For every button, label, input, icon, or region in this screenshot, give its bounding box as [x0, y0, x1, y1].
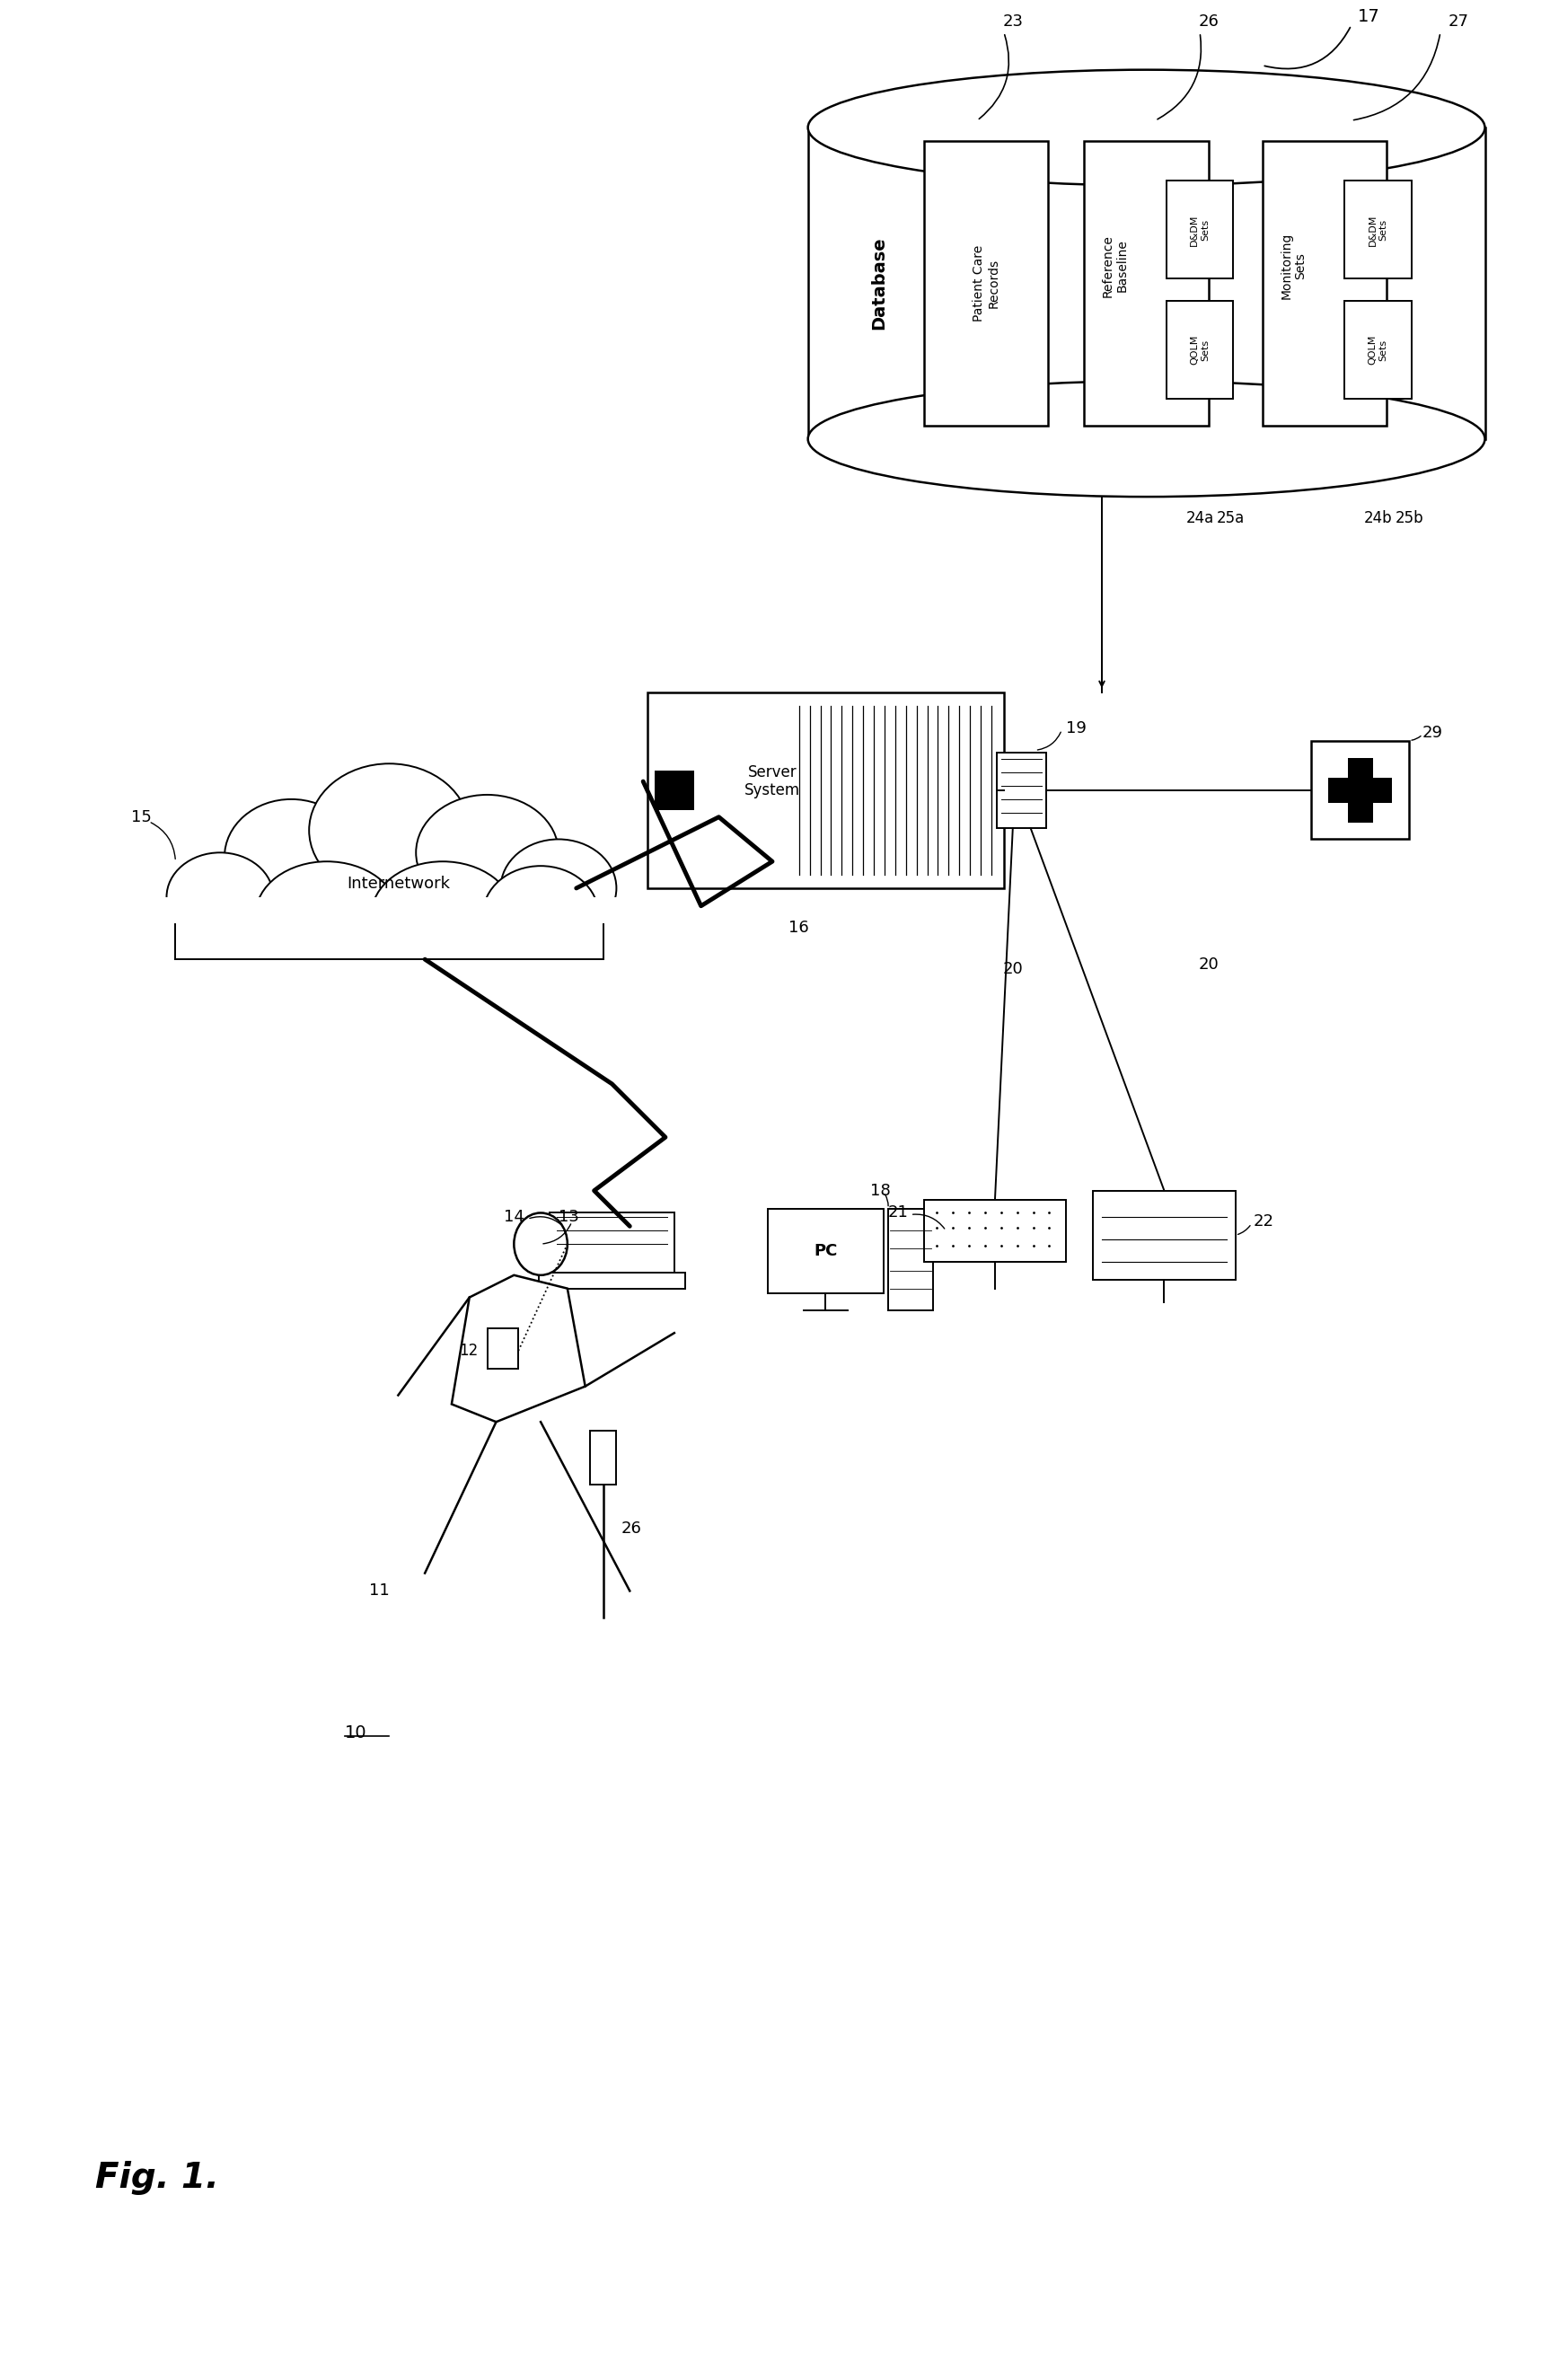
Text: D&DM
Sets: D&DM Sets — [1190, 214, 1210, 245]
Bar — [767, 1209, 883, 1292]
Ellipse shape — [807, 69, 1486, 186]
Bar — [1093, 1190, 1236, 1280]
Text: 20: 20 — [1003, 962, 1023, 978]
Ellipse shape — [807, 381, 1486, 497]
Text: 25b: 25b — [1395, 509, 1424, 526]
Text: 15: 15 — [131, 809, 151, 826]
Text: 21: 21 — [888, 1204, 909, 1221]
Ellipse shape — [371, 862, 515, 969]
Bar — [157, 897, 647, 995]
Text: 11: 11 — [368, 1583, 390, 1599]
Bar — [1262, 140, 1387, 426]
Bar — [1345, 300, 1412, 400]
Text: 25a: 25a — [1217, 509, 1245, 526]
Text: 24a: 24a — [1187, 509, 1214, 526]
Text: Database: Database — [871, 236, 888, 331]
Ellipse shape — [310, 764, 470, 897]
Text: 26: 26 — [1199, 14, 1219, 29]
Text: 14: 14 — [504, 1209, 524, 1226]
Text: 16: 16 — [789, 919, 809, 935]
Ellipse shape — [256, 862, 398, 969]
Ellipse shape — [225, 800, 358, 914]
Text: QOLM
Sets: QOLM Sets — [1368, 336, 1388, 364]
Text: 29: 29 — [1422, 724, 1444, 740]
Text: 27: 27 — [1449, 14, 1469, 29]
Text: Fig. 1.: Fig. 1. — [96, 2161, 219, 2194]
Bar — [923, 140, 1048, 426]
Text: Monitoring
Sets: Monitoring Sets — [1281, 233, 1307, 300]
Ellipse shape — [482, 866, 598, 964]
Text: 23: 23 — [1003, 14, 1023, 29]
Text: Server
System: Server System — [744, 764, 800, 800]
Ellipse shape — [515, 1214, 567, 1276]
Text: 22: 22 — [1253, 1214, 1274, 1230]
Bar — [997, 752, 1046, 828]
Bar — [539, 1273, 686, 1288]
Bar — [1348, 759, 1373, 823]
Bar — [1345, 181, 1412, 278]
Text: 13: 13 — [558, 1209, 579, 1226]
Bar — [1328, 778, 1392, 802]
Bar — [487, 1328, 518, 1368]
Bar — [888, 1209, 932, 1311]
Bar — [590, 1430, 616, 1485]
Bar — [923, 1200, 1066, 1261]
Text: QOLM
Sets: QOLM Sets — [1190, 336, 1210, 364]
Bar — [1311, 743, 1408, 840]
Bar — [550, 1214, 675, 1276]
Text: 20: 20 — [1199, 957, 1219, 973]
Text: 17: 17 — [1358, 7, 1381, 26]
Bar — [647, 693, 1003, 888]
Ellipse shape — [166, 852, 273, 942]
Text: 18: 18 — [871, 1183, 891, 1200]
Ellipse shape — [416, 795, 558, 912]
Bar — [1167, 300, 1233, 400]
Text: PC: PC — [814, 1242, 838, 1259]
Text: 19: 19 — [1066, 721, 1086, 735]
Text: 12: 12 — [459, 1342, 478, 1359]
Bar — [1083, 140, 1208, 426]
Bar — [1167, 181, 1233, 278]
Bar — [655, 771, 695, 809]
Bar — [807, 129, 1486, 438]
Text: Reference
Baseline: Reference Baseline — [1102, 233, 1128, 298]
Polygon shape — [452, 1276, 586, 1421]
Text: 10: 10 — [345, 1726, 367, 1742]
Text: 24b: 24b — [1364, 509, 1392, 526]
Text: Internetwork: Internetwork — [347, 876, 450, 892]
Text: D&DM
Sets: D&DM Sets — [1368, 214, 1388, 245]
Text: 26: 26 — [621, 1521, 641, 1537]
Ellipse shape — [501, 840, 616, 938]
Text: Patient Care
Records: Patient Care Records — [972, 245, 1000, 321]
